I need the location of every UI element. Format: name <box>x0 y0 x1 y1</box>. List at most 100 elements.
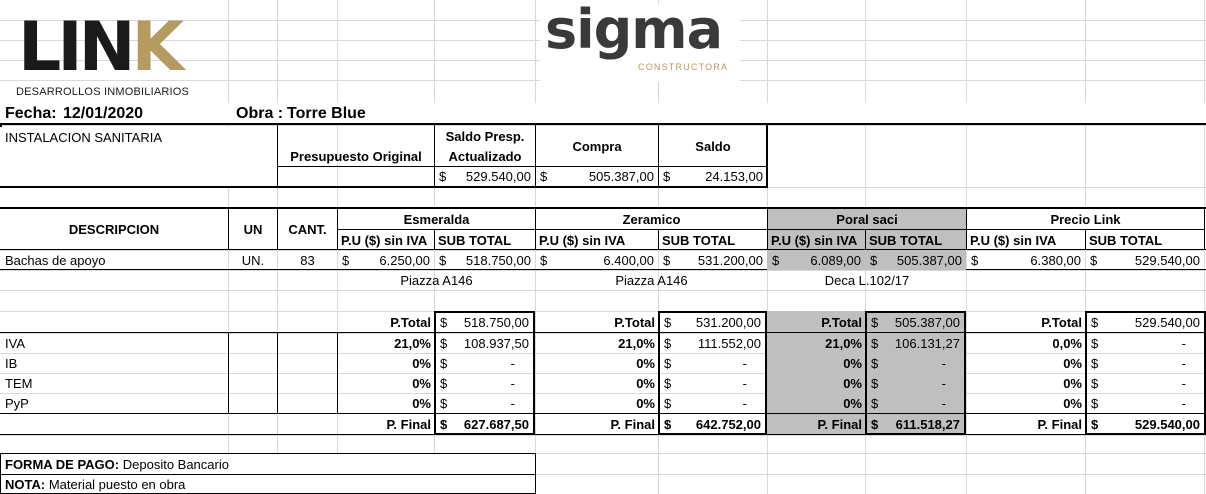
esmeralda-tem-pct[interactable]: 0% <box>412 375 431 391</box>
esmeralda-iva-pct[interactable]: 21,0% <box>394 335 431 351</box>
link-ib-pct[interactable]: 0% <box>1063 355 1082 371</box>
esmeralda-ptotal-cell[interactable]: $518.750,00 <box>436 312 533 332</box>
tax-row-pyp[interactable]: PyP <box>5 395 29 411</box>
poral-ib-cell[interactable]: $ - <box>867 353 964 373</box>
poral-ib-pct[interactable]: 0% <box>843 355 862 371</box>
zeramico-pyp-pct[interactable]: 0% <box>636 395 655 411</box>
zeramico-tem-cell[interactable]: $ - <box>660 373 765 393</box>
zeramico-pfinal-cell[interactable]: $642.752,00 <box>660 414 765 434</box>
zeramico-iva-pct[interactable]: 21,0% <box>618 335 655 351</box>
subtotal-header[interactable]: SUB TOTAL <box>438 232 512 248</box>
pu-header[interactable]: P.U ($) sin IVA <box>341 232 428 248</box>
link-pfinal-cell[interactable]: $529.540,00 <box>1087 414 1204 434</box>
link-pyp-cell[interactable]: $ - <box>1087 393 1204 413</box>
supplier-name-precio-link[interactable]: Precio Link <box>1050 211 1121 227</box>
zeramico-iva-cell[interactable]: $111.552,00 <box>660 333 765 353</box>
sigma-logo: sigma CONSTRUCTORA <box>540 0 740 82</box>
compra-value: 505.387,00 <box>588 169 654 184</box>
budget-title[interactable]: INSTALACION SANITARIA <box>5 129 162 145</box>
zeramico-model[interactable]: Piazza A146 <box>615 272 688 288</box>
supplier-name-zeramico[interactable]: Zeramico <box>622 211 681 227</box>
poral-pyp-pct[interactable]: 0% <box>843 395 862 411</box>
tax-row-iva[interactable]: IVA <box>5 335 25 351</box>
pu-header[interactable]: P.U ($) sin IVA <box>771 232 858 248</box>
col-saldo[interactable]: Saldo <box>695 139 731 154</box>
esmeralda-pfinal-cell[interactable]: $627.687,50 <box>436 414 533 434</box>
poral-pfinal-cell[interactable]: $611.518,27 <box>867 414 964 434</box>
poral-iva-cell[interactable]: $106.131,27 <box>867 333 964 353</box>
link-tem-pct[interactable]: 0% <box>1063 375 1082 391</box>
esmeralda-ib-cell[interactable]: $ - <box>436 353 533 373</box>
tax-row-ib[interactable]: IB <box>5 355 18 371</box>
esmeralda-iva-cell[interactable]: $108.937,50 <box>436 333 533 353</box>
compra-value-cell[interactable]: $ 505.387,00 <box>536 167 658 186</box>
esmeralda-subtotal-cell[interactable]: $518.750,00 <box>435 250 535 270</box>
link-pu-cell[interactable]: $6.380,00 <box>967 250 1085 270</box>
zeramico-pu-cell[interactable]: $6.400,00 <box>536 250 658 270</box>
col-saldo-presp-line2[interactable]: Actualizado <box>448 148 522 164</box>
poral-pyp-cell[interactable]: $ - <box>867 393 964 413</box>
header-row <box>0 103 1206 125</box>
pu-header[interactable]: P.U ($) sin IVA <box>970 232 1057 248</box>
subtotal-header[interactable]: SUB TOTAL <box>662 232 736 248</box>
link-pyp-pct[interactable]: 0% <box>1063 395 1082 411</box>
poral-tem-cell[interactable]: $ - <box>867 373 964 393</box>
poral-pu-cell[interactable]: $6.089,00 <box>768 250 865 270</box>
forma-pago-cell[interactable]: FORMA DE PAGO: Deposito Bancario <box>2 454 232 474</box>
supplier-name-poral[interactable]: Poral saci <box>836 211 898 227</box>
col-saldo-presp-line1[interactable]: Saldo Presp. <box>445 129 525 144</box>
esmeralda-pyp-pct[interactable]: 0% <box>412 395 431 411</box>
poral-iva-pct[interactable]: 21,0% <box>825 335 862 351</box>
poral-model[interactable]: Deca L.102/17 <box>824 272 910 288</box>
saldo-presp-value-cell[interactable]: $ 529.540,00 <box>435 167 535 186</box>
esmeralda-pu: 6.250,00 <box>379 252 430 268</box>
link-tem-cell[interactable]: $ - <box>1087 373 1204 393</box>
divider <box>434 229 435 250</box>
zeramico-ib-cell[interactable]: $ - <box>660 353 765 373</box>
obra-value[interactable]: Torre Blue <box>287 105 366 122</box>
currency-symbol: $ <box>440 395 448 411</box>
currency-symbol: $ <box>440 375 448 391</box>
zeramico-ib-pct[interactable]: 0% <box>636 355 655 371</box>
link-iva-pct[interactable]: 0,0% <box>1052 335 1082 351</box>
tax-row-tem[interactable]: TEM <box>5 375 33 391</box>
col-un[interactable]: UN <box>243 221 263 237</box>
subtotal-header[interactable]: SUB TOTAL <box>869 232 943 248</box>
poral-ptotal-cell[interactable]: $505.387,00 <box>867 312 964 332</box>
col-presupuesto-original[interactable]: Presupuesto Original <box>290 148 422 164</box>
pfinal-label: P. Final <box>386 416 431 432</box>
zeramico-ptotal-cell[interactable]: $531.200,00 <box>660 312 765 332</box>
poral-subtotal-cell[interactable]: $505.387,00 <box>866 250 966 270</box>
divider <box>658 229 659 250</box>
col-cant[interactable]: CANT. <box>288 221 327 237</box>
currency-symbol: $ <box>1091 314 1099 330</box>
zeramico-subtotal-cell[interactable]: $531.200,00 <box>659 250 767 270</box>
subtotal-header[interactable]: SUB TOTAL <box>1089 232 1163 248</box>
supplier-name-esmeralda[interactable]: Esmeralda <box>403 211 470 227</box>
item-cant[interactable]: 83 <box>300 252 315 268</box>
fecha-value[interactable]: 12/01/2020 <box>63 105 144 122</box>
col-compra[interactable]: Compra <box>572 139 622 154</box>
nota-cell[interactable]: NOTA: Material puesto en obra <box>2 475 188 494</box>
link-ib-cell[interactable]: $ - <box>1087 353 1204 373</box>
item-descripcion[interactable]: Bachas de apoyo <box>5 252 106 268</box>
link-ptotal-cell[interactable]: $529.540,00 <box>1087 312 1204 332</box>
zeramico-tem-pct[interactable]: 0% <box>636 375 655 391</box>
currency-symbol: $ <box>1091 355 1099 371</box>
poral-tem-pct[interactable]: 0% <box>843 375 862 391</box>
dash: - <box>742 355 747 371</box>
esmeralda-pyp-cell[interactable]: $ - <box>436 393 533 413</box>
pu-header[interactable]: P.U ($) sin IVA <box>539 232 626 248</box>
saldo-value-cell[interactable]: $ 24.153,00 <box>659 167 767 186</box>
item-un[interactable]: UN. <box>241 252 265 268</box>
esmeralda-pu-cell[interactable]: $6.250,00 <box>338 250 434 270</box>
link-iva-cell[interactable]: $ - <box>1087 333 1204 353</box>
col-descripcion[interactable]: DESCRIPCION <box>68 221 160 237</box>
link-subtotal-cell[interactable]: $529.540,00 <box>1086 250 1204 270</box>
esmeralda-ib-pct[interactable]: 0% <box>412 355 431 371</box>
esmeralda-tem-cell[interactable]: $ - <box>436 373 533 393</box>
poral-item-bg <box>767 250 966 270</box>
zeramico-pyp-cell[interactable]: $ - <box>660 393 765 413</box>
esmeralda-model[interactable]: Piazza A146 <box>400 272 473 288</box>
